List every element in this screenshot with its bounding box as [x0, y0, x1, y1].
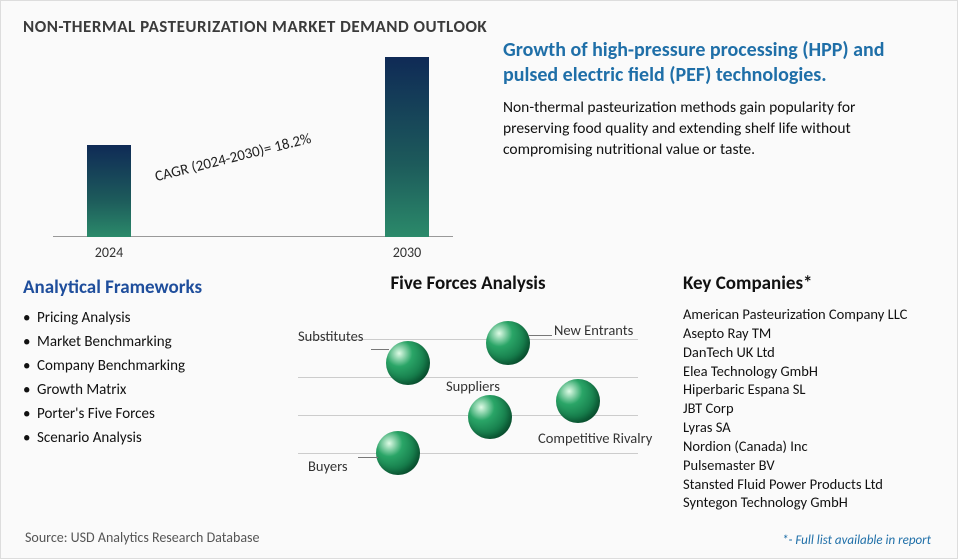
company-item: Hiperbaric Espana SL [683, 380, 933, 399]
framework-item: Pricing Analysis [23, 309, 268, 327]
force-label-substitutes: Substitutes [298, 327, 363, 345]
chart-column: NON-THERMAL PASTEURIZATION MARKET DEMAND… [23, 16, 493, 266]
five-forces-column: Five Forces Analysis Substitutes New Entr… [268, 272, 668, 512]
leader-line [528, 335, 552, 336]
five-forces-title: Five Forces Analysis [268, 272, 668, 295]
companies-list: American Pasteurization Company LLCAsept… [683, 305, 933, 512]
force-label-competitive-rivalry: Competitive Rivalry [538, 429, 652, 447]
page-title: NON-THERMAL PASTEURIZATION MARKET DEMAND… [23, 16, 493, 37]
companies-title: Key Companies* [683, 272, 933, 295]
framework-item: Company Benchmarking [23, 357, 268, 375]
company-item: Elea Technology GmbH [683, 362, 933, 381]
bar-2024 [87, 145, 131, 237]
framework-item: Scenario Analysis [23, 429, 268, 447]
force-sphere-competitive-rivalry [556, 379, 600, 423]
bar-label-2030: 2030 [377, 244, 437, 261]
framework-item: Porter's Five Forces [23, 405, 268, 423]
footnote-text: *- Full list available in report [782, 533, 931, 548]
force-label-new-entrants: New Entrants [554, 321, 633, 339]
force-sphere-buyers [376, 431, 420, 475]
company-item: Syntegon Technology GmbH [683, 493, 933, 512]
force-sphere-new-entrants [486, 321, 530, 365]
source-text: Source: USD Analytics Research Database [25, 529, 259, 546]
summary-column: Growth of high-pressure processing (HPP)… [493, 16, 923, 266]
frameworks-title: Analytical Frameworks [23, 276, 268, 299]
force-sphere-suppliers [468, 395, 512, 439]
company-item: Pulsemaster BV [683, 456, 933, 475]
description-text: Non-thermal pasteurization methods gain … [503, 98, 923, 161]
company-item: JBT Corp [683, 399, 933, 418]
report-card: NON-THERMAL PASTEURIZATION MARKET DEMAND… [1, 1, 957, 558]
frameworks-column: Analytical Frameworks Pricing Analysis Ma… [23, 272, 268, 512]
companies-column: Key Companies* American Pasteurization C… [668, 272, 933, 512]
company-item: Nordion (Canada) Inc [683, 437, 933, 456]
bar-chart: CAGR (2024-2030)= 18.2% 2024 2030 [33, 47, 463, 267]
top-row: NON-THERMAL PASTEURIZATION MARKET DEMAND… [23, 16, 935, 266]
framework-item: Market Benchmarking [23, 333, 268, 351]
force-label-suppliers: Suppliers [446, 377, 500, 395]
frameworks-list: Pricing Analysis Market Benchmarking Compa… [23, 309, 268, 447]
leader-line [358, 457, 378, 458]
company-item: Lyras SA [683, 418, 933, 437]
company-item: American Pasteurization Company LLC [683, 305, 933, 324]
gridline [298, 453, 638, 454]
cagr-label: CAGR (2024-2030)= 18.2% [153, 130, 313, 186]
headline-text: Growth of high-pressure processing (HPP)… [503, 38, 923, 88]
force-sphere-substitutes [386, 341, 430, 385]
framework-item: Growth Matrix [23, 381, 268, 399]
force-label-buyers: Buyers [308, 457, 348, 475]
bar-2030 [385, 57, 429, 237]
company-item: Stansted Fluid Power Products Ltd [683, 475, 933, 494]
bar-label-2024: 2024 [79, 244, 139, 261]
leader-line [371, 349, 389, 350]
bottom-row: Analytical Frameworks Pricing Analysis Ma… [23, 272, 935, 512]
company-item: DanTech UK Ltd [683, 343, 933, 362]
five-forces-diagram: Substitutes New Entrants Suppliers Competit… [268, 299, 668, 499]
company-item: Asepto Ray TM [683, 324, 933, 343]
